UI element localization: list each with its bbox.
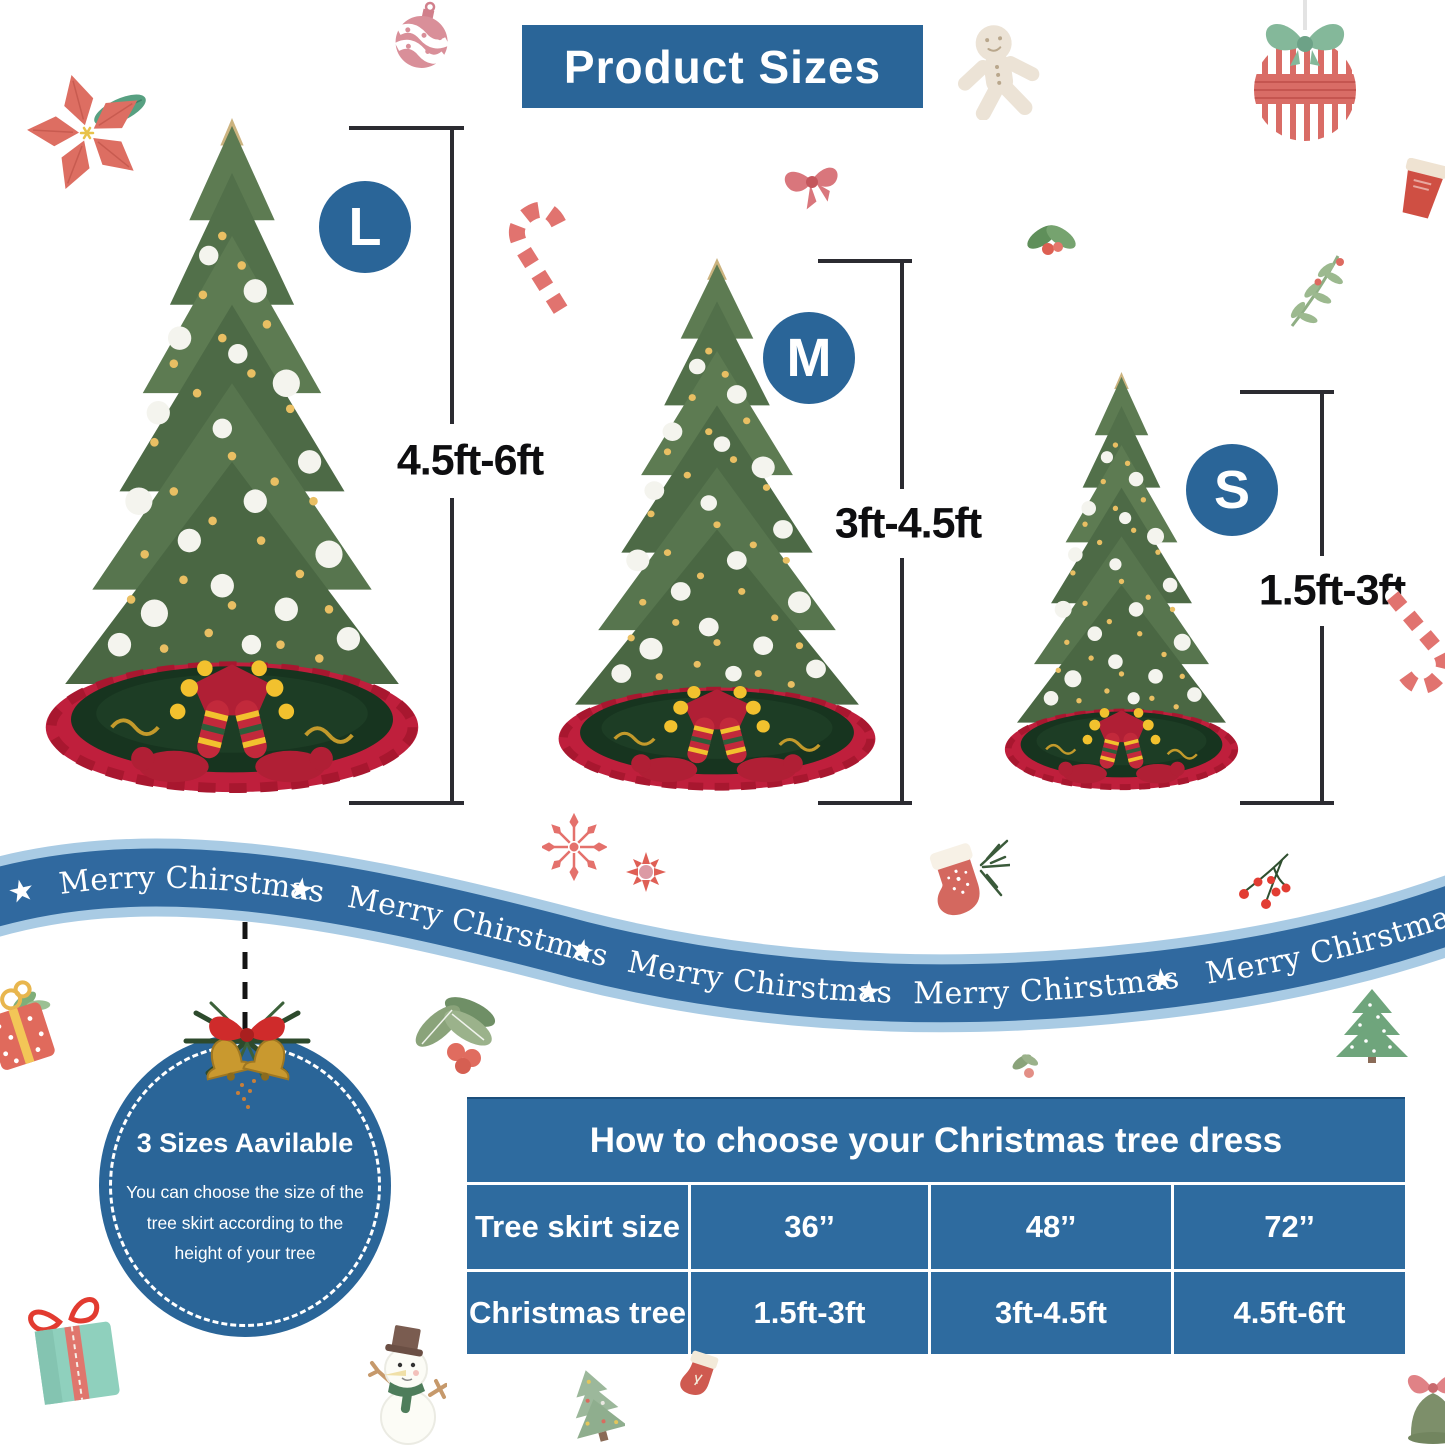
size-badge-medium: M [763,312,855,404]
table-title: How to choose your Christmas tree dress [467,1097,1405,1182]
size-range-small: 1.5ft-3ft [1258,566,1406,615]
page-title: Product Sizes [522,25,923,108]
size-badge-small: S [1186,444,1278,536]
size-range-large: 4.5ft-6ft [396,436,544,485]
table-cell: 4.5ft-6ft [1174,1272,1405,1354]
size-range-medium: 3ft-4.5ft [834,499,982,548]
size-chart-table: How to choose your Christmas tree dress … [467,1097,1405,1354]
info-circle-title: 3 Sizes Aavilable [136,1128,354,1159]
table-row-label: Tree skirt size [467,1185,688,1269]
sizes-info-circle: 3 Sizes Aavilable You can choose the siz… [99,1034,391,1337]
table-cell: 36’’ [691,1185,928,1269]
ribbon-star-icon: ★ [1146,961,1177,999]
info-circle-line: tree skirt according to the [146,1212,344,1233]
table-cell: 1.5ft-3ft [691,1272,928,1354]
info-circle-line: height of your tree [174,1243,316,1264]
table-cell: 3ft-4.5ft [931,1272,1171,1354]
ribbon-star-icon: ★ [285,870,317,909]
size-badge-large: L [319,181,411,273]
table-row-label: Christmas tree [467,1272,688,1354]
ribbon-star-icon: ★ [854,974,882,1010]
table-cell: 48’’ [931,1185,1171,1269]
info-circle-line: You can choose the size of the [126,1182,364,1203]
table-cell: 72’’ [1174,1185,1405,1269]
